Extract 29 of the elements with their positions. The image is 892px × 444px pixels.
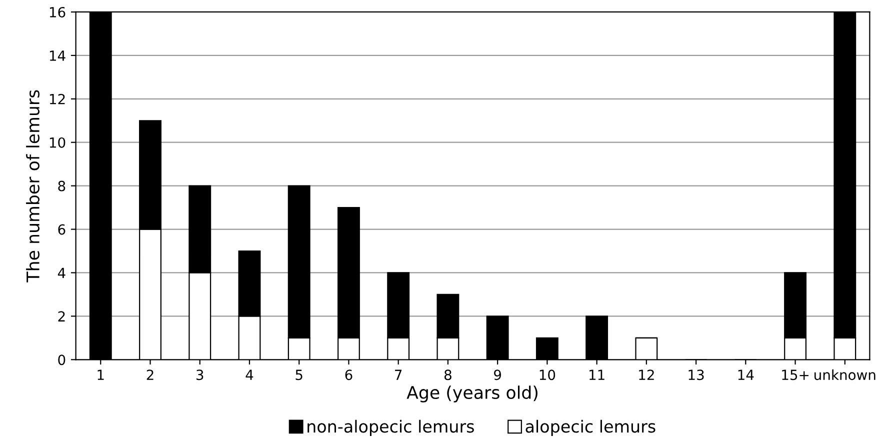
x-tick-label: 3: [196, 370, 204, 380]
x-tick-label: 9: [494, 370, 502, 380]
y-tick-label: 2: [58, 311, 65, 322]
y-tick-label: 10: [50, 137, 66, 148]
y-axis-title: The number of lemurs: [26, 90, 40, 282]
x-tick-label: 12: [639, 370, 654, 380]
y-tick-label: 14: [50, 50, 66, 61]
x-tick-label: 6: [345, 370, 352, 380]
x-tick-label: 4: [246, 370, 254, 380]
y-tick-label: 8: [58, 180, 66, 192]
x-axis-title: Age (years old): [406, 386, 538, 402]
y-tick-label: 0: [58, 354, 66, 366]
y-tick-label: 6: [58, 224, 66, 235]
x-tick-label: 7: [395, 370, 402, 380]
x-tick-label: 13: [688, 370, 704, 380]
x-tick-label: 5: [296, 370, 302, 380]
x-tick-label: 1: [98, 370, 104, 380]
x-tick-label: 14: [738, 370, 754, 380]
x-tick-label: 8: [444, 370, 452, 380]
x-tick-label: 10: [540, 370, 556, 380]
x-tick-label: 11: [589, 370, 604, 380]
legend-label: non-alopecic lemurs: [308, 420, 474, 436]
legend-label: alopecic lemurs: [526, 420, 656, 436]
x-tick-label: 2: [146, 370, 154, 380]
y-tick-label: 16: [50, 6, 66, 18]
x-tick-label: 15+: [782, 370, 808, 380]
x-tick-label: unknown: [814, 369, 876, 380]
y-tick-label: 12: [50, 94, 65, 104]
y-tick-label: 4: [58, 268, 66, 278]
